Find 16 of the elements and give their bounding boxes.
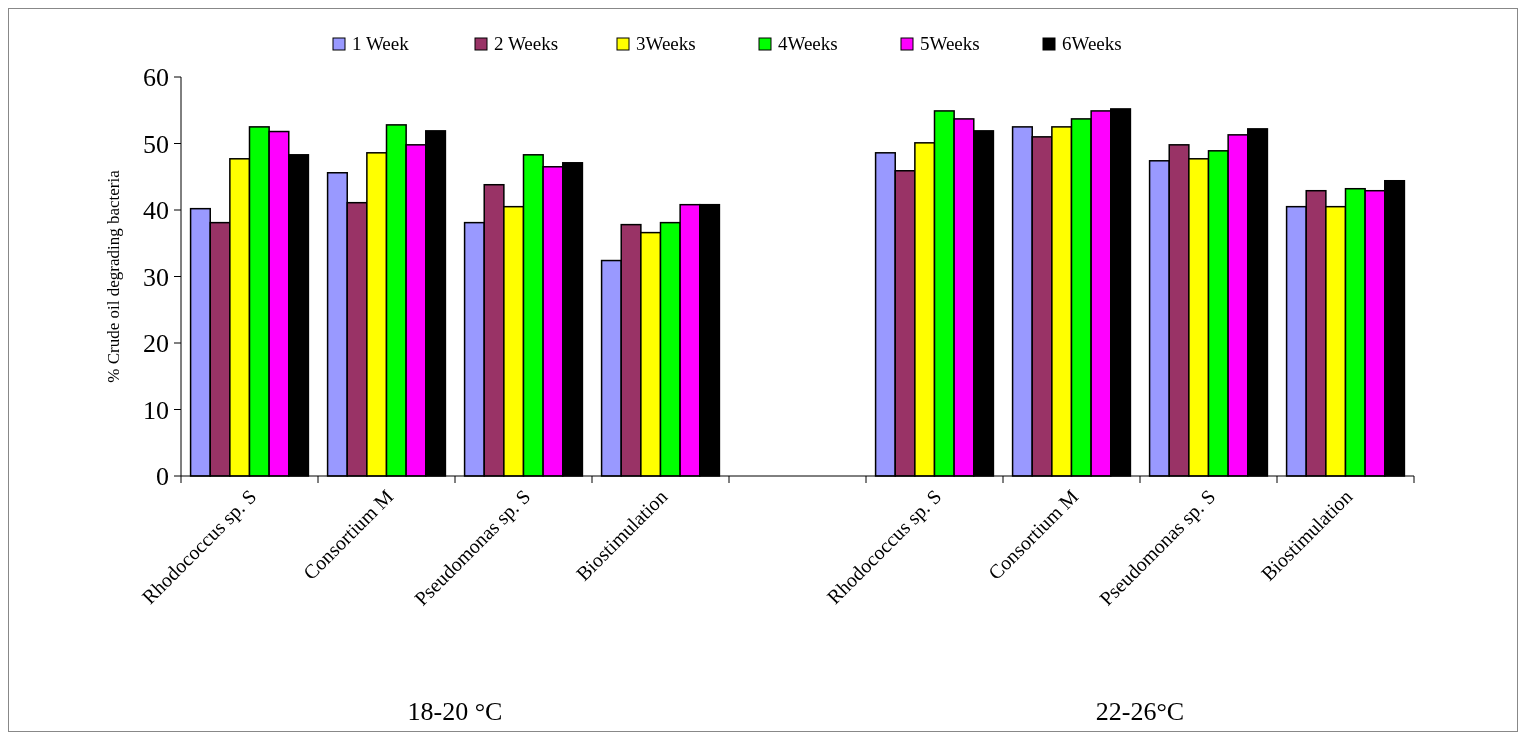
y-tick-label: 20 — [143, 329, 169, 359]
legend-label: 2 Weeks — [494, 33, 559, 54]
y-tick-label: 10 — [143, 395, 169, 425]
y-tick-label: 0 — [156, 462, 169, 492]
text: 18-20 °C — [407, 697, 503, 726]
y-tick-label: 60 — [143, 63, 169, 93]
text: 22-26°C — [1095, 697, 1185, 726]
y-tick-label: 50 — [143, 129, 169, 159]
y-tick-label: 40 — [143, 196, 169, 226]
legend-label: 3Weeks — [636, 33, 696, 54]
legend-label: 4Weeks — [778, 33, 838, 54]
y-axis-title: % Crude oil degrading bacteria — [104, 169, 123, 383]
y-tick-label: 30 — [143, 262, 169, 292]
legend-label: 1 Week — [352, 33, 410, 54]
legend-label: 5Weeks — [920, 33, 980, 54]
legend-label: 6Weeks — [1062, 33, 1122, 54]
